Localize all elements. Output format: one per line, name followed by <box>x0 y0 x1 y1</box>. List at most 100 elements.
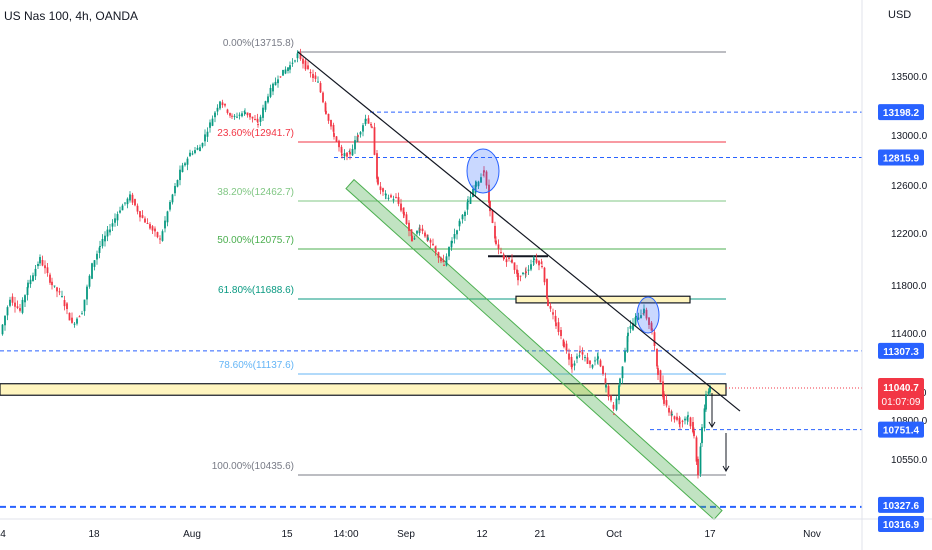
price-level-tag-label: 13198.2 <box>883 108 920 119</box>
candle-body <box>99 245 101 247</box>
candle-body <box>483 170 485 173</box>
candle-body <box>571 363 573 368</box>
candle-body <box>146 223 149 225</box>
candle-body <box>482 174 485 176</box>
candle-body <box>257 124 259 126</box>
candle-body <box>327 113 330 121</box>
candle-body <box>651 328 653 331</box>
candle-body <box>244 112 246 115</box>
candle-body <box>131 194 134 203</box>
plot-area: 0.00%(13715.8) 23.60%(12941.7) 38.20%(1246… <box>0 38 862 521</box>
candle-body <box>445 256 448 266</box>
candle-body <box>485 171 488 186</box>
candle-body <box>619 378 621 385</box>
candle-body <box>267 96 269 103</box>
candle-body <box>37 263 39 267</box>
candle-body <box>191 153 194 155</box>
candle-body <box>392 199 395 201</box>
candle-body <box>9 299 11 306</box>
price-tick-label: 11800.0 <box>891 281 927 292</box>
candle-body <box>56 287 58 292</box>
current-price-value: 11040.7 <box>883 383 919 394</box>
candle-body <box>104 235 106 242</box>
candle-body <box>335 136 338 142</box>
candle-body <box>214 112 216 118</box>
candle-body <box>533 258 535 261</box>
candle-body <box>522 272 524 275</box>
candle-body <box>149 224 151 229</box>
candle-body <box>21 299 24 313</box>
price-level-tag <box>878 104 924 121</box>
candle-body <box>605 384 607 388</box>
candle-body <box>284 69 287 74</box>
candle-body <box>46 267 49 274</box>
price-level-tag-label: 12815.9 <box>883 153 920 164</box>
price-level-tag <box>878 496 924 513</box>
candle-body <box>699 446 702 474</box>
candle-body <box>204 134 206 142</box>
candle-body <box>68 312 71 321</box>
candle-body <box>19 308 21 311</box>
candle-body <box>532 261 535 263</box>
candle-body <box>277 79 279 84</box>
candle-body <box>287 67 289 71</box>
candle-body <box>83 299 86 312</box>
candle-body <box>554 315 557 322</box>
candle-body <box>508 257 510 259</box>
candle-body <box>314 75 317 79</box>
candle-body <box>39 257 41 264</box>
candle-body <box>343 153 346 157</box>
candle-body <box>527 269 530 271</box>
candle-body <box>397 197 400 204</box>
candles <box>1 48 711 479</box>
price-tick-label: 13000.0 <box>891 131 928 142</box>
candle-body <box>632 323 634 330</box>
candle-body <box>176 180 179 187</box>
candle-body <box>226 109 229 113</box>
candle-body <box>604 378 607 385</box>
candle-body <box>312 73 314 79</box>
candle-body <box>179 169 181 181</box>
candle-body <box>547 299 549 306</box>
time-tick-label: 12 <box>476 529 488 540</box>
candle-body <box>16 306 19 308</box>
candle-body <box>231 115 233 117</box>
time-tick-label: 18 <box>88 529 100 540</box>
candle-body <box>421 228 424 232</box>
candle-body <box>109 229 111 233</box>
chart-title: US Nas 100, 4h, OANDA <box>4 9 139 23</box>
candle-body <box>4 315 6 326</box>
candle-body <box>246 112 249 116</box>
candle-body <box>613 413 615 415</box>
candle-body <box>53 285 56 287</box>
candle-body <box>325 110 327 114</box>
candle-body <box>322 92 324 103</box>
time-tick-label: Aug <box>183 529 201 540</box>
candle-body <box>402 207 405 214</box>
candle-body <box>379 186 382 191</box>
candle-body <box>279 76 282 78</box>
candle-body <box>26 287 29 296</box>
candle-body <box>259 116 262 122</box>
candle-body <box>119 210 121 213</box>
candle-body <box>78 316 81 318</box>
candle-body <box>663 393 665 404</box>
candle-body <box>34 268 37 277</box>
candle-body <box>475 181 477 187</box>
candle-body <box>461 214 464 220</box>
candle-body <box>317 81 319 83</box>
bar-countdown: 01:07:09 <box>882 397 921 408</box>
support-zone-box <box>0 383 727 396</box>
candle-body <box>390 195 392 198</box>
candle-body <box>668 407 670 413</box>
price-tick-label: 11400.0 <box>891 329 927 340</box>
candle-body <box>161 231 164 241</box>
candle-body <box>424 232 426 237</box>
candle-body <box>164 220 166 229</box>
candle-body <box>624 351 626 362</box>
candle-body <box>211 118 214 126</box>
candle-body <box>333 133 335 137</box>
candle-body <box>400 203 402 211</box>
